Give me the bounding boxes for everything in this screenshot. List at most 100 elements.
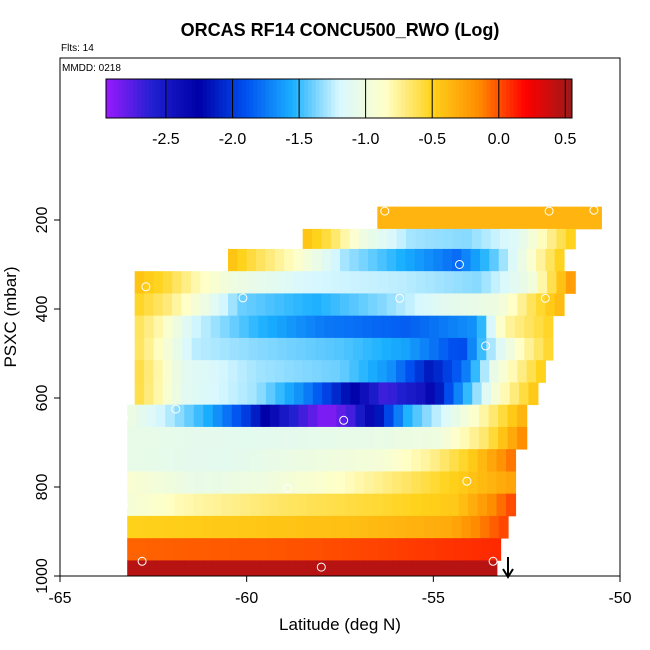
- heatmap-cell: [303, 515, 314, 539]
- heatmap-cell: [414, 293, 425, 317]
- colorbar-segment: [210, 79, 216, 118]
- heatmap-cell: [403, 404, 414, 428]
- heatmap-cell: [441, 426, 452, 450]
- heatmap-cell: [498, 293, 509, 317]
- colorbar-segment: [373, 79, 379, 118]
- heatmap-cell: [316, 471, 327, 495]
- heatmap-cell: [265, 382, 276, 406]
- heatmap-cell: [303, 382, 314, 406]
- heatmap-cell: [240, 449, 251, 472]
- heatmap-cell: [377, 206, 388, 230]
- heatmap-cell: [396, 293, 406, 317]
- colorbar-tick-label: 0.0: [488, 131, 510, 148]
- heatmap-cell: [127, 449, 138, 472]
- arrow-head: [502, 568, 514, 579]
- heatmap-cell: [422, 404, 433, 428]
- heatmap-cell: [304, 538, 315, 561]
- heatmap-cell: [517, 293, 528, 317]
- heatmap-cell: [387, 228, 398, 250]
- heatmap-cell: [505, 337, 516, 361]
- heatmap-cell: [285, 515, 295, 539]
- heatmap-cell: [480, 293, 490, 317]
- heatmap-cell: [174, 449, 185, 472]
- heatmap-cell: [524, 315, 535, 339]
- flight-marker: [481, 341, 491, 351]
- heatmap-cell: [439, 560, 451, 577]
- heatmap-cell: [330, 360, 341, 383]
- heatmap-cell: [279, 404, 290, 428]
- heatmap-cell: [326, 493, 337, 517]
- heatmap-cell: [488, 404, 499, 428]
- heatmap-cell: [358, 293, 369, 317]
- heatmap-cell: [172, 293, 182, 317]
- heatmap-cell: [472, 382, 483, 406]
- heatmap-cell: [528, 228, 539, 250]
- heatmap-cell: [315, 315, 326, 339]
- heatmap-cell: [220, 515, 230, 539]
- heatmap-cell: [508, 293, 518, 317]
- heatmap-cell: [386, 248, 397, 272]
- colorbar-segment: [537, 79, 542, 118]
- colorbar-segment: [509, 79, 515, 118]
- heatmap-cell: [517, 426, 528, 450]
- heatmap-cell: [378, 271, 389, 294]
- heatmap-cell: [345, 449, 356, 472]
- heatmap-cell: [164, 515, 175, 539]
- heatmap-cell: [470, 293, 481, 317]
- heatmap-cell: [136, 493, 147, 517]
- heatmap-cell: [155, 404, 166, 428]
- heatmap-cell: [349, 228, 360, 250]
- heatmap-cell: [153, 360, 164, 383]
- heatmap-cell: [424, 293, 434, 317]
- heatmap-cell: [442, 206, 453, 230]
- colorbar-segment: [335, 79, 340, 118]
- heatmap-cell: [452, 293, 462, 317]
- heatmap-cell: [420, 449, 431, 472]
- heatmap-cell: [396, 360, 406, 383]
- heatmap-cell: [491, 538, 502, 561]
- heatmap-cell: [326, 560, 337, 577]
- heatmap-cell: [162, 271, 173, 294]
- heatmap-cell: [449, 471, 460, 495]
- heatmap-cell: [489, 206, 500, 230]
- heatmap-cell: [136, 449, 147, 472]
- heatmap-cell: [210, 337, 221, 361]
- heatmap-cell: [218, 360, 229, 383]
- heatmap-cell: [155, 560, 166, 577]
- heatmap-cell: [442, 515, 453, 539]
- colorbar-segment: [459, 79, 464, 118]
- heatmap-cell: [425, 538, 436, 561]
- colorbar-segment: [187, 79, 192, 118]
- colorbar-segment: [133, 79, 138, 118]
- heatmap-cell: [416, 538, 427, 561]
- heatmap-cell: [388, 538, 399, 561]
- heatmap-cell: [424, 360, 434, 383]
- heatmap-cell: [377, 228, 388, 250]
- heatmap-cell: [364, 404, 376, 428]
- heatmap-cell: [250, 404, 261, 428]
- heatmap-cell: [468, 471, 479, 495]
- heatmap-cell: [470, 360, 481, 383]
- heatmap-cell: [181, 271, 192, 294]
- heatmap-cell: [288, 493, 299, 517]
- heatmap-cell: [155, 426, 166, 450]
- heatmap-cell: [363, 471, 375, 495]
- heatmap-cell: [401, 493, 412, 517]
- heatmap-cell: [472, 538, 483, 561]
- heatmap-cell: [345, 426, 357, 450]
- colorbar-tick-label: -1.5: [285, 131, 313, 148]
- heatmap-cell: [228, 382, 239, 406]
- heatmap-cell: [486, 315, 497, 339]
- heatmap-cell: [303, 271, 314, 294]
- colorbar-segment: [517, 79, 523, 118]
- heatmap-cell: [228, 360, 238, 383]
- heatmap-cell: [400, 337, 411, 361]
- heatmap-cell: [490, 382, 501, 406]
- heatmap-cell: [274, 360, 285, 383]
- colorbar-tick-label: -2.5: [152, 131, 180, 148]
- colorbar-segment: [109, 79, 115, 118]
- colorbar-segment: [568, 79, 573, 118]
- flight-marker: [455, 260, 464, 269]
- heatmap-cell: [326, 404, 338, 428]
- heatmap-cell: [433, 248, 444, 272]
